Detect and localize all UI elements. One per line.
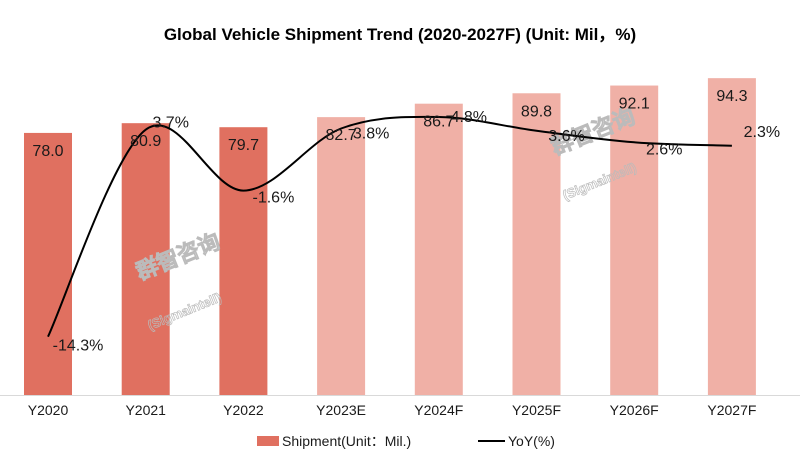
x-tick-label: Y2022 [223,402,264,418]
bar-Y2027F [707,78,756,395]
bar-value-label: 80.9 [130,133,161,150]
bar-value-label: 82.7 [326,127,357,144]
x-tick-label: Y2025F [512,402,561,418]
yoy-value-label: 3.6% [548,128,584,145]
yoy-value-label: -1.6% [253,190,295,207]
x-tick-label: Y2027F [707,402,756,418]
yoy-value-label: 3.8% [353,126,389,143]
yoy-value-label: 4.8% [451,109,487,126]
bar-Y2020 [24,132,72,396]
yoy-value-label: 3.7% [152,115,188,132]
x-tick-label: Y2026F [610,402,659,418]
legend-bar-swatch [257,436,279,446]
yoy-value-label: -14.3% [53,338,104,355]
yoy-value-label: 2.6% [646,141,682,158]
x-tick-label: Y2023E [316,402,366,418]
bar-Y2023E [317,117,366,396]
bar-value-label: 78.0 [32,143,63,160]
x-tick-label: Y2024F [414,402,463,418]
bar-Y2025F [512,93,561,395]
legend-line-label: YoY(%) [508,433,555,449]
bar-Y2026F [610,85,659,395]
bar-value-label: 79.7 [228,137,259,154]
bar-value-label: 92.1 [619,96,650,113]
x-tick-label: Y2020 [28,402,69,418]
bar-Y2021 [121,123,170,396]
bar-value-label: 94.3 [716,88,747,105]
chart-title: Global Vehicle Shipment Trend (2020-2027… [163,25,637,44]
yoy-value-label: 2.3% [744,124,780,141]
bar-Y2024F [414,103,463,396]
x-tick-label: Y2021 [125,402,166,418]
bar-Y2022 [219,127,268,395]
bar-value-label: 89.8 [521,103,552,120]
legend-bar-label: Shipment(Unit：Mil.) [282,433,411,449]
bar-value-label: 86.7 [423,114,454,131]
yoy-line [47,115,732,338]
